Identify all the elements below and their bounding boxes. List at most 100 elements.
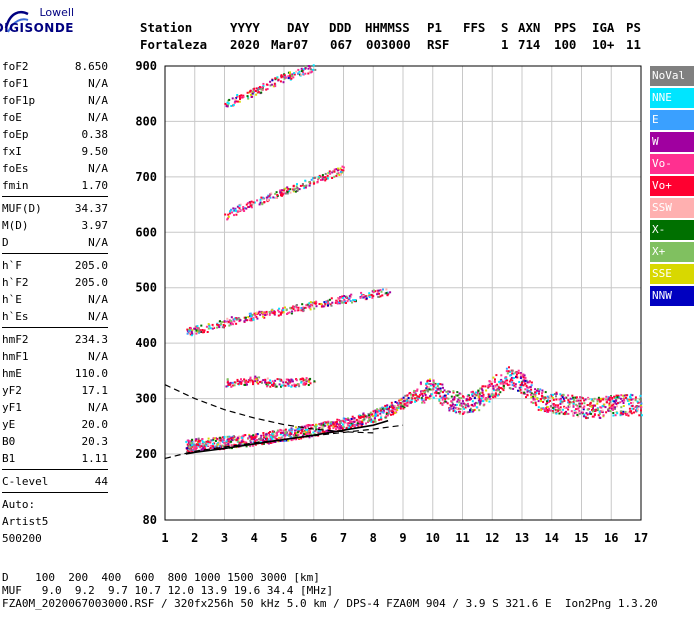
echo-point xyxy=(352,299,355,302)
echo-point xyxy=(267,442,270,445)
echo-point xyxy=(226,381,229,384)
echo-point xyxy=(410,398,413,401)
echo-point xyxy=(351,301,353,304)
echo-point xyxy=(260,381,263,384)
echo-point xyxy=(257,382,260,385)
echo-point xyxy=(616,396,619,398)
echo-point xyxy=(243,378,246,381)
echo-point xyxy=(295,306,298,309)
echo-point xyxy=(293,305,296,308)
echo-point xyxy=(304,185,307,188)
echo-point xyxy=(361,419,364,422)
ionogram-chart: 1 2 3 4 5 6 7 8 9 10 11 12 13 14 15 16 17802003004005006… xyxy=(135,59,648,545)
echo-point xyxy=(340,419,343,422)
echo-point xyxy=(292,190,295,193)
echo-point xyxy=(530,392,533,395)
echo-point xyxy=(272,435,275,438)
echo-point xyxy=(217,324,220,327)
param-label: yF1 xyxy=(2,401,22,414)
echo-point xyxy=(358,416,361,419)
echo-point xyxy=(519,386,522,389)
echo-point xyxy=(529,390,532,393)
echo-point xyxy=(280,436,283,439)
echo-point xyxy=(447,392,450,395)
echo-point xyxy=(620,410,623,413)
echo-point xyxy=(386,408,389,411)
echo-point xyxy=(416,395,419,398)
echo-point xyxy=(541,397,544,400)
echo-point xyxy=(496,394,499,397)
echo-point xyxy=(248,317,251,320)
echo-point xyxy=(188,441,191,444)
echo-point xyxy=(251,313,254,316)
echo-point xyxy=(534,395,537,398)
echo-point xyxy=(497,388,500,391)
echo-point xyxy=(441,403,444,406)
echo-point xyxy=(257,89,259,92)
echo-point xyxy=(527,386,530,389)
echo-point xyxy=(314,430,317,433)
echo-point xyxy=(260,196,263,199)
echo-point xyxy=(509,374,512,377)
echo-point xyxy=(342,297,345,300)
echo-point xyxy=(439,395,442,398)
echo-point xyxy=(445,397,448,400)
echo-point xyxy=(290,312,293,315)
echo-point xyxy=(442,386,444,389)
legend-item: SSE xyxy=(650,264,694,284)
echo-point xyxy=(293,434,296,436)
echo-point xyxy=(320,305,323,308)
echo-point xyxy=(230,321,233,323)
echo-point xyxy=(260,380,263,383)
echo-point xyxy=(478,394,481,397)
echo-point xyxy=(214,440,217,442)
echo-point xyxy=(599,406,602,409)
echo-point xyxy=(582,406,585,409)
legend-item: NNW xyxy=(650,286,694,306)
echo-point xyxy=(248,436,251,439)
echo-point xyxy=(311,424,314,426)
echo-point xyxy=(461,395,464,398)
echo-point xyxy=(299,73,302,76)
echo-point xyxy=(242,206,245,208)
echo-point xyxy=(502,384,505,387)
echo-point xyxy=(356,423,359,426)
echo-point xyxy=(358,418,361,421)
echo-point xyxy=(214,437,217,440)
echo-point xyxy=(498,386,501,389)
echo-point xyxy=(369,415,372,418)
echo-point xyxy=(368,296,371,298)
echo-point xyxy=(226,101,229,104)
echo-point xyxy=(328,171,331,174)
echo-point xyxy=(269,431,271,433)
echo-point xyxy=(461,400,464,403)
echo-point xyxy=(559,402,562,405)
param-value: 205.0 xyxy=(74,259,108,272)
param-label: hmF2 xyxy=(2,333,29,346)
echo-point xyxy=(463,407,466,410)
echo-point xyxy=(475,394,478,397)
echo-point xyxy=(519,372,522,375)
echo-point xyxy=(639,394,642,397)
echo-point xyxy=(540,409,543,412)
param-value: N/A xyxy=(88,350,108,363)
echo-point xyxy=(265,88,268,91)
echo-point xyxy=(327,420,330,423)
echo-point xyxy=(296,189,299,192)
echo-point xyxy=(189,442,192,444)
echo-point xyxy=(256,199,259,202)
echo-point xyxy=(432,379,435,382)
echo-point xyxy=(550,394,553,397)
echo-point xyxy=(304,306,307,309)
echo-point xyxy=(557,404,560,407)
echo-point xyxy=(482,395,485,398)
echo-point xyxy=(412,394,415,397)
echo-point xyxy=(399,407,402,410)
echo-point xyxy=(631,398,634,401)
echo-point xyxy=(441,398,444,401)
echo-point xyxy=(229,323,232,326)
echo-point xyxy=(228,212,231,215)
echo-point xyxy=(614,406,617,409)
echo-point xyxy=(219,320,221,323)
echo-point xyxy=(439,402,442,405)
